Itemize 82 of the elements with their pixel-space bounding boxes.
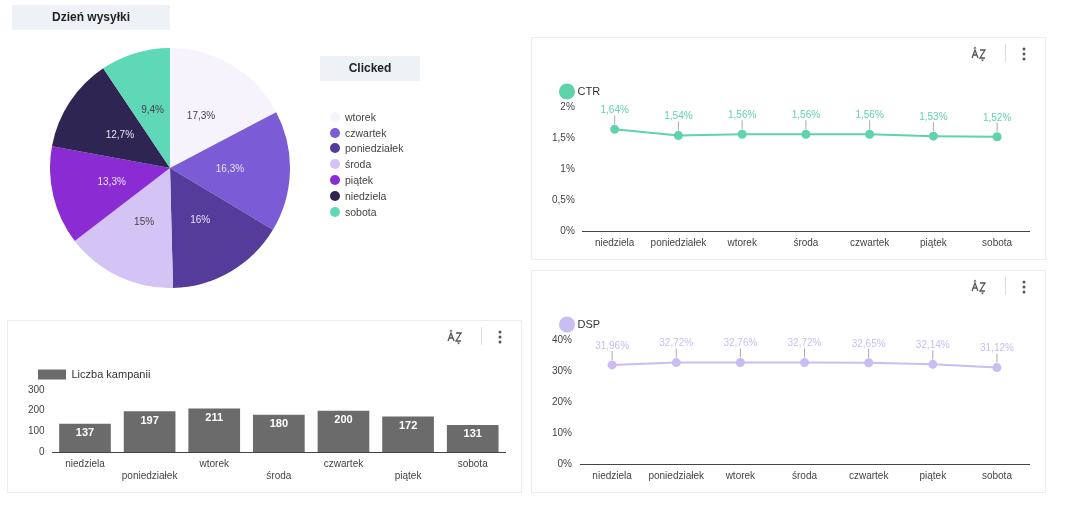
- x-tick-label: poniedziałek: [648, 469, 706, 481]
- data-label: 31,12%: [979, 342, 1014, 354]
- data-label: 1,64%: [600, 104, 629, 116]
- y-tick-label: 0,5%: [552, 193, 575, 205]
- y-tick-label: 1,5%: [552, 131, 575, 143]
- y-tick-label: 2%: [560, 100, 575, 112]
- bar: [59, 423, 111, 452]
- data-label: 32,72%: [659, 337, 694, 349]
- data-label: 32,76%: [723, 337, 758, 349]
- x-tick-label: poniedziałek: [121, 469, 179, 481]
- x-tick-label: sobota: [981, 469, 1013, 481]
- data-label: 15%: [134, 215, 155, 227]
- data-label: 12,7%: [105, 128, 135, 140]
- x-tick-label: wtorek: [726, 236, 758, 248]
- data-label: 1,56%: [791, 109, 821, 121]
- data-label: 1,53%: [919, 110, 948, 122]
- y-tick-label: 0%: [560, 224, 575, 236]
- y-tick-label: 20%: [552, 395, 573, 407]
- data-label: 211: [205, 410, 224, 423]
- x-tick-label: czwartek: [848, 469, 890, 481]
- x-tick-label: piątek: [919, 469, 948, 481]
- legend-label: piątek: [345, 174, 374, 187]
- legend-label: wtorek: [345, 110, 376, 123]
- bar: [317, 410, 370, 452]
- x-tick-label: środa: [266, 469, 292, 481]
- chart-title: Dzień wysyłki: [12, 5, 170, 30]
- data-label: 32,65%: [851, 337, 886, 349]
- bar: [382, 416, 434, 452]
- data-label: 1,56%: [727, 109, 757, 121]
- legend-label: środa: [345, 158, 372, 171]
- data-label: 180: [269, 417, 289, 430]
- y-tick-label: 0%: [557, 457, 573, 469]
- data-label: 1,54%: [664, 110, 693, 122]
- x-tick-label: środa: [793, 236, 819, 248]
- y-tick-label: 1%: [560, 162, 575, 174]
- data-label: 1,56%: [855, 109, 884, 121]
- y-tick-label: 40%: [552, 333, 573, 345]
- legend-label: poniedziałek: [345, 142, 404, 155]
- data-label: 197: [140, 413, 159, 426]
- data-label: 172: [398, 418, 418, 431]
- y-tick-label: 10%: [552, 426, 573, 438]
- data-label: 137: [75, 426, 95, 439]
- legend-label: sobota: [345, 205, 377, 218]
- x-tick-label: sobota: [457, 457, 489, 469]
- data-label: 32,72%: [787, 337, 822, 349]
- x-tick-label: piątek: [394, 469, 423, 481]
- legend-label: niedziela: [345, 189, 387, 202]
- bar: [446, 424, 499, 452]
- y-tick-label: 200: [28, 404, 46, 416]
- x-tick-label: niedziela: [592, 469, 633, 481]
- bar: [188, 408, 241, 452]
- legend-label: CTR: [577, 84, 601, 97]
- legend-label: czwartek: [345, 126, 387, 139]
- y-tick-label: 30%: [552, 364, 573, 376]
- x-tick-label: środa: [792, 469, 818, 481]
- x-tick-label: wtorek: [724, 469, 757, 481]
- legend-title: Clicked: [320, 56, 420, 81]
- data-label: 13,3%: [97, 175, 126, 187]
- x-tick-label: niedziela: [594, 236, 635, 248]
- x-tick-label: niedziela: [65, 457, 106, 469]
- data-label: 131: [463, 427, 482, 440]
- y-tick-label: 0: [39, 445, 46, 457]
- data-label: 31,96%: [595, 339, 630, 351]
- data-label: 16%: [190, 213, 211, 225]
- legend-label: Liczba kampanii: [71, 367, 151, 380]
- data-label: 32,14%: [915, 339, 950, 351]
- data-label: 16,3%: [215, 163, 245, 175]
- data-label: 200: [334, 413, 353, 426]
- x-tick-label: piątek: [920, 236, 948, 248]
- y-tick-label: 300: [28, 383, 46, 395]
- x-tick-label: czwartek: [323, 457, 365, 469]
- data-label: 17,3%: [186, 110, 216, 122]
- y-tick-label: 100: [28, 425, 46, 437]
- x-tick-label: poniedziałek: [650, 236, 708, 248]
- data-label: 9,4%: [141, 104, 165, 116]
- bar: [123, 411, 176, 452]
- x-tick-label: sobota: [982, 236, 1013, 248]
- bar: [253, 414, 305, 452]
- x-tick-label: czwartek: [849, 236, 891, 248]
- legend-label: DSP: [577, 317, 601, 330]
- data-label: 1,52%: [982, 111, 1012, 123]
- x-tick-label: wtorek: [198, 457, 230, 469]
